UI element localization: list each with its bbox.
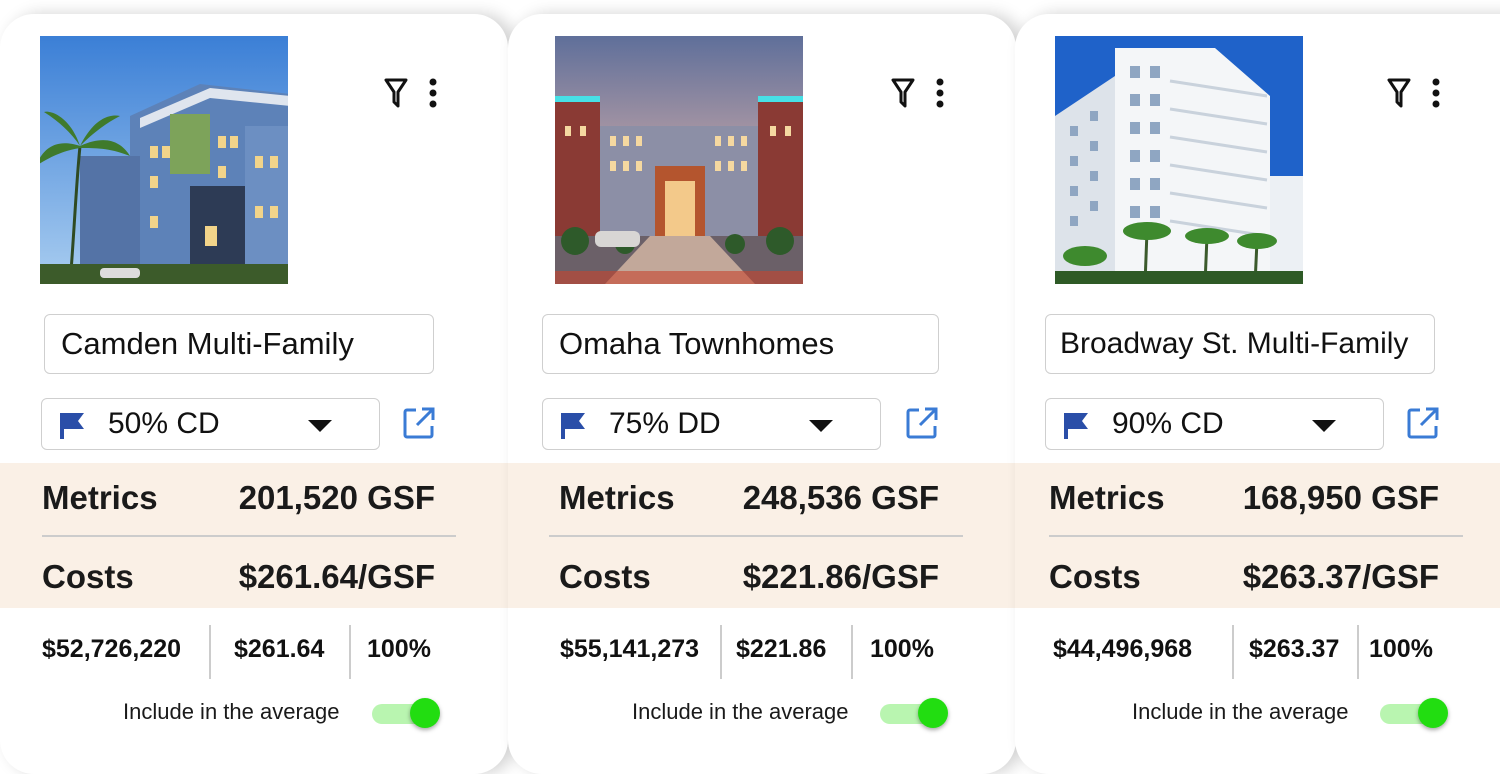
building-image — [555, 36, 803, 284]
metrics-row: Metrics 248,536 GSF — [559, 476, 939, 520]
costs-label: Costs — [559, 558, 651, 595]
cost-stats-row: $44,496,968 $263.37 100% — [1015, 619, 1500, 679]
open-external-icon[interactable] — [1406, 406, 1440, 440]
costs-label: Costs — [42, 558, 134, 595]
phase-label: 90% CD — [1112, 407, 1224, 440]
more-options-icon[interactable] — [934, 78, 946, 108]
project-thumbnail[interactable] — [555, 36, 803, 284]
divider — [209, 625, 211, 679]
filter-icon[interactable] — [1386, 76, 1412, 110]
more-options-icon[interactable] — [1430, 78, 1442, 108]
more-options-icon[interactable] — [427, 78, 439, 108]
metrics-label: Metrics — [559, 479, 675, 516]
divider — [42, 535, 456, 537]
metrics-label: Metrics — [42, 479, 158, 516]
divider — [549, 535, 963, 537]
toggle-knob — [410, 698, 440, 728]
metrics-label: Metrics — [1049, 479, 1165, 516]
phase-select[interactable]: 50% CD — [41, 398, 380, 450]
percent: 100% — [1369, 635, 1433, 663]
project-name-field[interactable]: Camden Multi-Family — [44, 314, 434, 374]
cost-per-gsf: $221.86 — [736, 635, 827, 663]
total-cost: $55,141,273 — [560, 635, 700, 663]
include-average-toggle[interactable] — [372, 698, 442, 728]
costs-row: Costs $263.37/GSF — [1049, 555, 1439, 599]
costs-label: Costs — [1049, 558, 1141, 595]
project-thumbnail[interactable] — [40, 36, 288, 284]
costs-value: $261.64/GSF — [238, 558, 435, 595]
include-average-toggle[interactable] — [1380, 698, 1450, 728]
phase-label: 50% CD — [108, 407, 220, 440]
cost-per-gsf: $261.64 — [234, 635, 325, 663]
phase-label: 75% DD — [609, 407, 721, 440]
costs-row: Costs $261.64/GSF — [42, 555, 435, 599]
costs-row: Costs $221.86/GSF — [559, 555, 939, 599]
include-average-row: Include in the average — [1015, 694, 1500, 730]
costs-value: $221.86/GSF — [742, 558, 939, 595]
project-name-field[interactable]: Omaha Townhomes — [542, 314, 939, 374]
include-average-label: Include in the average — [1132, 699, 1349, 724]
phase-select[interactable]: 75% DD — [542, 398, 881, 450]
costs-value: $263.37/GSF — [1242, 558, 1439, 595]
include-average-row: Include in the average — [0, 694, 508, 730]
metrics-value: 248,536 GSF — [742, 479, 939, 516]
flag-icon — [561, 413, 585, 439]
filter-icon[interactable] — [890, 76, 916, 110]
divider — [1232, 625, 1234, 679]
percent: 100% — [367, 635, 431, 663]
flag-icon — [1064, 413, 1088, 439]
project-name-field[interactable]: Broadway St. Multi-Family — [1045, 314, 1435, 374]
project-card-camden: Camden Multi-Family 50% CD Metrics 201,5… — [0, 14, 508, 774]
include-average-toggle[interactable] — [880, 698, 950, 728]
chevron-down-icon — [308, 420, 332, 432]
metrics-value: 201,520 GSF — [238, 479, 435, 516]
percent: 100% — [870, 635, 934, 663]
include-average-label: Include in the average — [123, 699, 340, 724]
cost-stats-row: $55,141,273 $221.86 100% — [508, 619, 1016, 679]
metrics-row: Metrics 168,950 GSF — [1049, 476, 1439, 520]
divider — [1357, 625, 1359, 679]
cost-stats-row: $52,726,220 $261.64 100% — [0, 619, 508, 679]
toggle-knob — [918, 698, 948, 728]
open-external-icon[interactable] — [905, 406, 939, 440]
total-cost: $52,726,220 — [42, 635, 182, 663]
cost-per-gsf: $263.37 — [1249, 635, 1340, 663]
toggle-knob — [1418, 698, 1448, 728]
project-card-omaha: Omaha Townhomes 75% DD Metrics 248,536 G… — [508, 14, 1016, 774]
divider — [720, 625, 722, 679]
metrics-row: Metrics 201,520 GSF — [42, 476, 435, 520]
metrics-value: 168,950 GSF — [1242, 479, 1439, 516]
project-thumbnail[interactable] — [1055, 36, 1303, 284]
flag-icon — [60, 413, 84, 439]
open-external-icon[interactable] — [402, 406, 436, 440]
project-card-broadway: Broadway St. Multi-Family 90% CD Metrics… — [1015, 14, 1500, 774]
filter-icon[interactable] — [383, 76, 409, 110]
chevron-down-icon — [809, 420, 833, 432]
building-image — [1055, 36, 1303, 284]
phase-select[interactable]: 90% CD — [1045, 398, 1384, 450]
divider — [1049, 535, 1463, 537]
divider — [349, 625, 351, 679]
divider — [851, 625, 853, 679]
building-image — [40, 36, 288, 284]
total-cost: $44,496,968 — [1053, 635, 1193, 663]
chevron-down-icon — [1312, 420, 1336, 432]
include-average-row: Include in the average — [508, 694, 1016, 730]
include-average-label: Include in the average — [632, 699, 849, 724]
